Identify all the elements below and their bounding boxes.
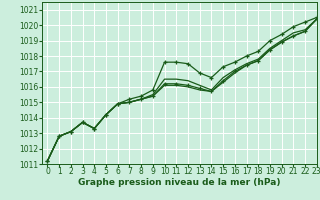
X-axis label: Graphe pression niveau de la mer (hPa): Graphe pression niveau de la mer (hPa) <box>78 178 280 187</box>
